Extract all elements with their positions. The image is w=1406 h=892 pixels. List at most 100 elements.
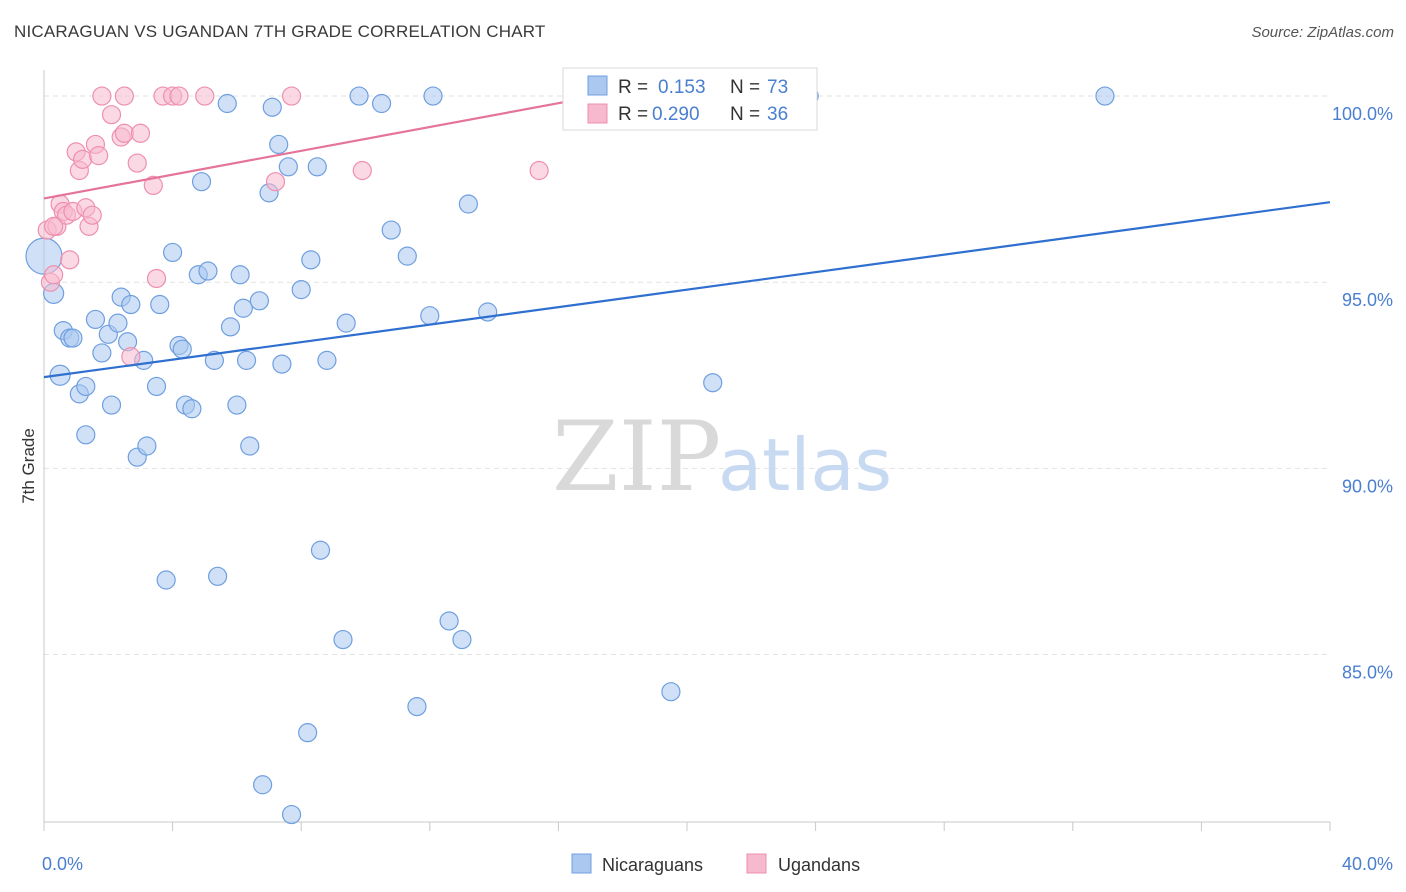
nicaraguan-point-55 (336, 313, 356, 333)
nicaraguan-point-68 (661, 682, 681, 702)
nicaraguan-point-47 (281, 804, 302, 825)
stats-pink-r-value: 0.290 (652, 104, 700, 125)
nicaraguan-point-25 (172, 339, 192, 359)
y-tick-label-0: 100.0% (1332, 104, 1393, 124)
y-axis-title: 7th Grade (19, 428, 38, 504)
ugandan-point-32 (281, 86, 302, 106)
ugandan-trend-line (43, 94, 598, 200)
ugandan-point-16 (89, 146, 109, 166)
nicaraguan-point-8 (76, 425, 96, 445)
nicaraguan-point-56 (349, 86, 369, 106)
ugandan-point-17 (92, 86, 112, 106)
nicaraguan-point-48 (291, 280, 311, 300)
ugandan-point-35 (44, 216, 64, 236)
nicaraguan-point-45 (272, 354, 292, 374)
nicaraguan-point-32 (208, 566, 228, 586)
nicaraguan-point-33 (217, 93, 237, 114)
nicaraguan-point-7 (76, 376, 96, 397)
nicaraguan-point-72 (1095, 86, 1115, 106)
nicaraguan-point-43 (262, 97, 282, 117)
nicaraguan-point-23 (163, 242, 183, 263)
x-tick-label-1: 40.0% (1342, 854, 1393, 874)
nicaraguan-point-41 (253, 775, 273, 795)
nicaraguan-point-29 (191, 172, 212, 192)
nicaraguan-point-54 (333, 629, 353, 650)
nicaraguan-point-20 (146, 376, 167, 397)
watermark: ZIP atlas (552, 401, 892, 513)
ugandan-point-22 (121, 347, 141, 367)
ugandan-point-33 (352, 160, 372, 181)
ugandan-point-29 (169, 86, 189, 106)
ugandan-point-21 (114, 123, 134, 143)
watermark-atlas: atlas (718, 423, 892, 507)
grid-lines (44, 95, 1330, 655)
ugandan-point-11 (72, 149, 93, 169)
nicaraguan-point-36 (230, 265, 250, 285)
nicaraguan-point-37 (233, 298, 253, 318)
nicaraguan-point-58 (381, 220, 401, 240)
nicaraguan-point-69 (703, 373, 723, 393)
ugandan-point-7 (60, 250, 80, 270)
nicaraguan-point-10 (92, 343, 112, 363)
legend-swatch-ugandans (746, 853, 767, 874)
y-tick-label-1: 95.0% (1342, 290, 1393, 310)
stats-pink-r-label: R = (618, 104, 648, 125)
source-label: Source: ZipAtlas.com (1251, 24, 1394, 41)
y-tick-labels: 100.0% 95.0% 90.0% 85.0% (1332, 104, 1393, 682)
nicaraguan-point-38 (236, 350, 257, 370)
ugandan-point-19 (114, 86, 134, 106)
ugandan-point-26 (146, 268, 167, 289)
nicaraguan-point-31 (204, 350, 224, 370)
x-tick-labels: 0.0% 40.0% (42, 854, 1393, 874)
ugandan-point-30 (195, 86, 215, 106)
nicaraguan-point-12 (101, 395, 122, 415)
nicaraguan-point-60 (407, 696, 427, 717)
nicaraguan-point-46 (278, 157, 298, 177)
nicaraguan-point-40 (249, 291, 270, 311)
legend-label-ugandans: Ugandans (778, 855, 860, 875)
ugandan-point-24 (130, 123, 151, 143)
nicaraguan-point-19 (137, 436, 157, 456)
nicaraguan-point-44 (269, 134, 289, 155)
nicaraguan-point-27 (182, 399, 202, 419)
nicaraguan-point-50 (301, 250, 321, 270)
stats-swatch-pink (587, 103, 608, 124)
ugandan-point-14 (82, 205, 102, 225)
nicaraguan-point-51 (307, 157, 327, 177)
stats-blue-n-label: N = (730, 77, 760, 98)
legend-label-nicaraguans: Nicaraguans (602, 855, 703, 875)
stats-pink-n-label: N = (730, 104, 760, 125)
nicaraguan-point-64 (452, 629, 472, 650)
nicaraguan-point-34 (220, 317, 241, 337)
stats-blue-r-value: 0.153 (658, 77, 706, 98)
stats-legend: R = 0.153 N = 73 R = 0.290 N = 36 (562, 67, 818, 131)
x-tick-label-0: 0.0% (42, 854, 83, 874)
trend-lines (43, 94, 1331, 379)
watermark-zip: ZIP (552, 401, 721, 513)
nicaraguan-point-13 (108, 313, 128, 333)
bottom-legend: Nicaraguans Ugandans (571, 853, 860, 875)
ugandan-point-31 (265, 172, 286, 192)
ugandan-point-2 (44, 265, 64, 285)
ugandan-point-23 (127, 153, 147, 173)
ugandan-point-34 (529, 160, 549, 181)
nicaraguan-point-16 (121, 294, 141, 315)
y-tick-label-2: 90.0% (1342, 476, 1393, 496)
ugandans-points (37, 86, 549, 367)
nicaraguan-point-35 (227, 395, 247, 415)
stats-swatch-blue (587, 75, 608, 96)
nicaraguan-point-63 (439, 611, 459, 631)
nicaraguan-point-62 (423, 86, 443, 106)
legend-swatch-nicaraguans (571, 853, 592, 874)
nicaraguan-point-9 (85, 309, 106, 330)
nicaraguan-point-5 (63, 328, 83, 348)
nicaraguan-point-49 (298, 723, 318, 743)
ugandan-point-18 (101, 105, 122, 125)
axes (43, 70, 1331, 831)
nicaraguan-point-21 (150, 294, 170, 315)
nicaraguan-trend-line (43, 201, 1331, 379)
nicaraguan-point-22 (156, 570, 176, 590)
nicaraguan-point-65 (458, 194, 478, 214)
stats-blue-r-label: R = (618, 77, 648, 98)
nicaraguan-point-61 (420, 306, 440, 326)
